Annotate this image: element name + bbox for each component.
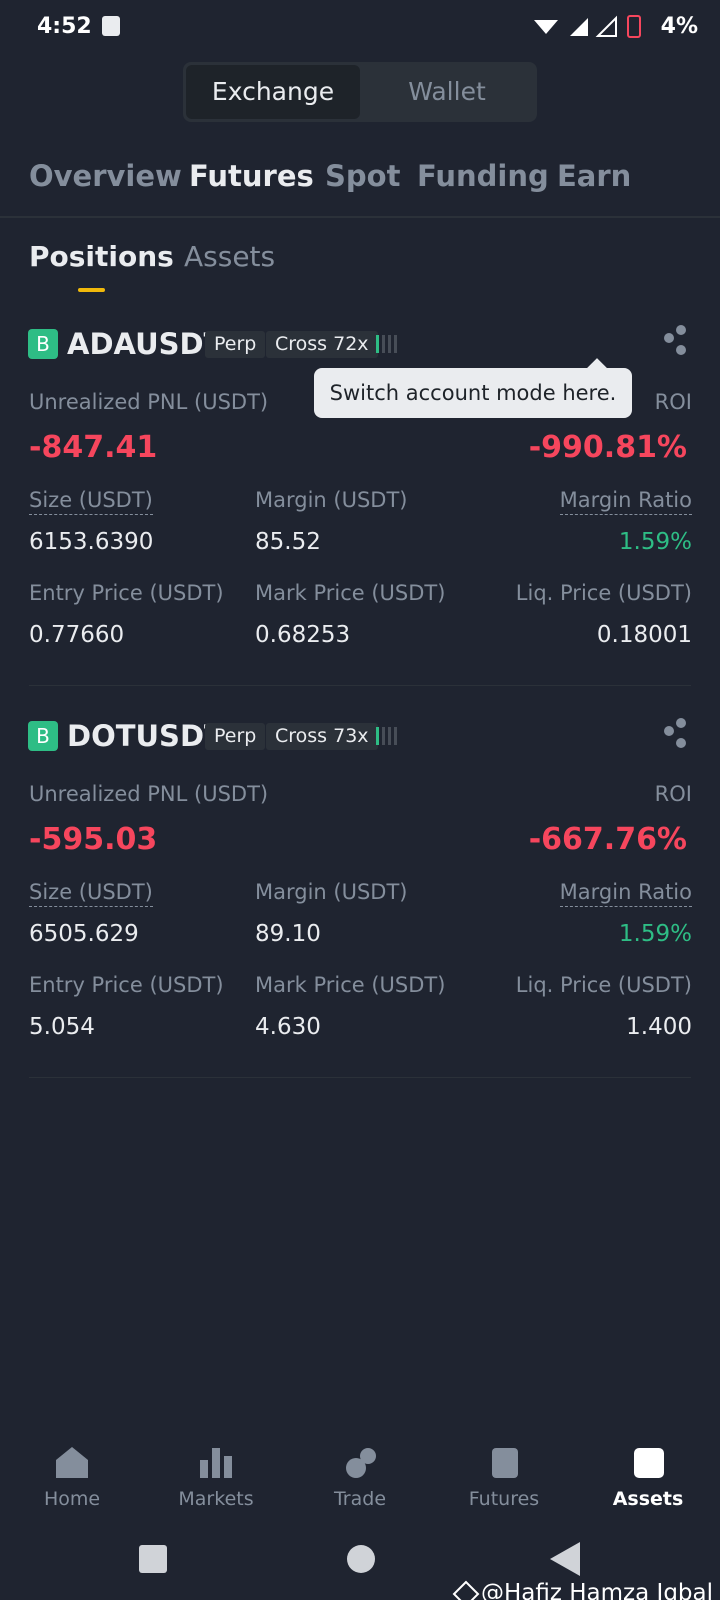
adl-bar xyxy=(388,727,391,745)
field-value: 0.68253 xyxy=(255,622,351,648)
bottom-nav-item[interactable]: Futures xyxy=(468,1488,540,1510)
bottom-nav-item[interactable]: Assets xyxy=(612,1488,684,1510)
margin-mode[interactable]: Cross 72x xyxy=(266,331,378,358)
nav-tab[interactable]: Earn xyxy=(557,159,632,193)
sub-tab[interactable]: Assets xyxy=(184,240,276,273)
field-value: 0.18001 xyxy=(596,622,692,648)
futures-icon xyxy=(492,1448,518,1478)
roi-label: ROI xyxy=(654,782,692,806)
adl-bar xyxy=(388,335,391,353)
toggle-tab[interactable]: Exchange xyxy=(186,65,360,119)
adl-bar xyxy=(382,335,385,353)
symbol[interactable]: DOTUSDT xyxy=(67,719,224,753)
field-label: Margin (USDT) xyxy=(255,488,408,512)
nav-tab[interactable]: Spot xyxy=(325,159,401,193)
bottom-nav-item[interactable]: Home xyxy=(43,1488,101,1510)
field-label: Entry Price (USDT) xyxy=(29,581,224,605)
field-label: Liq. Price (USDT) xyxy=(515,973,692,997)
field-label: Margin Ratio xyxy=(559,490,692,515)
field-label: Size (USDT) xyxy=(29,490,153,515)
nav-tab[interactable]: Futures xyxy=(189,159,314,193)
home-icon xyxy=(56,1447,88,1478)
share-icon[interactable] xyxy=(664,325,686,748)
field-label: Entry Price (USDT) xyxy=(29,973,224,997)
pnl-label: Unrealized PNL (USDT) xyxy=(29,390,269,414)
margin-mode[interactable]: Cross 73x xyxy=(266,723,378,750)
contract-type: Perp xyxy=(205,331,266,358)
toggle-tab[interactable]: Wallet xyxy=(408,77,486,106)
bottom-nav-item[interactable]: Trade xyxy=(333,1488,387,1510)
status-time: 4:52 xyxy=(37,14,92,39)
home-button[interactable] xyxy=(347,1545,375,1573)
assets-icon xyxy=(634,1448,664,1478)
field-value: 6153.6390 xyxy=(29,529,154,555)
divider xyxy=(29,685,691,686)
field-label: Margin (USDT) xyxy=(255,880,408,904)
watermark-logo xyxy=(452,1580,480,1600)
field-value: 6505.629 xyxy=(29,921,139,947)
roi-value: -667.76% xyxy=(528,822,687,857)
battery-level: 4% xyxy=(660,14,698,39)
signal-icon xyxy=(595,15,617,37)
adl-bar xyxy=(382,727,385,745)
field-label: Mark Price (USDT) xyxy=(255,973,446,997)
field-value: 0.77660 xyxy=(29,622,125,648)
field-value: 89.10 xyxy=(255,921,321,947)
recents-button[interactable] xyxy=(139,1545,167,1573)
field-value: 85.52 xyxy=(255,529,321,555)
symbol[interactable]: ADAUSDT xyxy=(67,327,224,361)
watermark: @Hafiz Hamza Iqbal xyxy=(481,1580,713,1600)
pnl-value: -595.03 xyxy=(29,822,158,857)
field-value: 1.59% xyxy=(618,529,692,555)
side-badge: B xyxy=(28,329,58,359)
side-badge: B xyxy=(28,721,58,751)
adl-bar xyxy=(394,335,397,353)
field-label: Margin Ratio xyxy=(559,882,692,907)
tooltip[interactable]: Switch account mode here. xyxy=(314,368,632,418)
contract-type: Perp xyxy=(205,723,266,750)
nav-tab[interactable]: Funding xyxy=(417,159,549,193)
roi-value: -990.81% xyxy=(528,430,687,465)
roi-label: ROI xyxy=(654,390,692,414)
adl-bar xyxy=(394,727,397,745)
tab-indicator xyxy=(78,288,105,292)
field-label: Mark Price (USDT) xyxy=(255,581,446,605)
pnl-label: Unrealized PNL (USDT) xyxy=(29,782,269,806)
signal-icon xyxy=(570,18,588,36)
sub-tab[interactable]: Positions xyxy=(29,240,174,273)
field-label: Size (USDT) xyxy=(29,882,153,907)
field-value: 1.400 xyxy=(626,1014,692,1040)
field-value: 4.630 xyxy=(255,1014,321,1040)
field-value: 1.59% xyxy=(618,921,692,947)
bottom-nav-item[interactable]: Markets xyxy=(178,1488,254,1510)
battery-icon xyxy=(627,15,641,38)
field-value: 5.054 xyxy=(29,1014,95,1040)
markets-icon xyxy=(200,1448,232,1478)
field-label: Liq. Price (USDT) xyxy=(515,581,692,605)
back-button[interactable] xyxy=(550,1542,580,1576)
trade-icon xyxy=(346,1448,376,1478)
wifi-icon xyxy=(534,20,558,34)
adl-bar xyxy=(376,727,379,745)
nav-tab[interactable]: Overview xyxy=(29,159,182,193)
pnl-value: -847.41 xyxy=(29,430,158,465)
status-icon xyxy=(102,16,120,36)
divider xyxy=(29,1077,691,1078)
adl-bar xyxy=(376,335,379,353)
divider xyxy=(0,216,720,218)
